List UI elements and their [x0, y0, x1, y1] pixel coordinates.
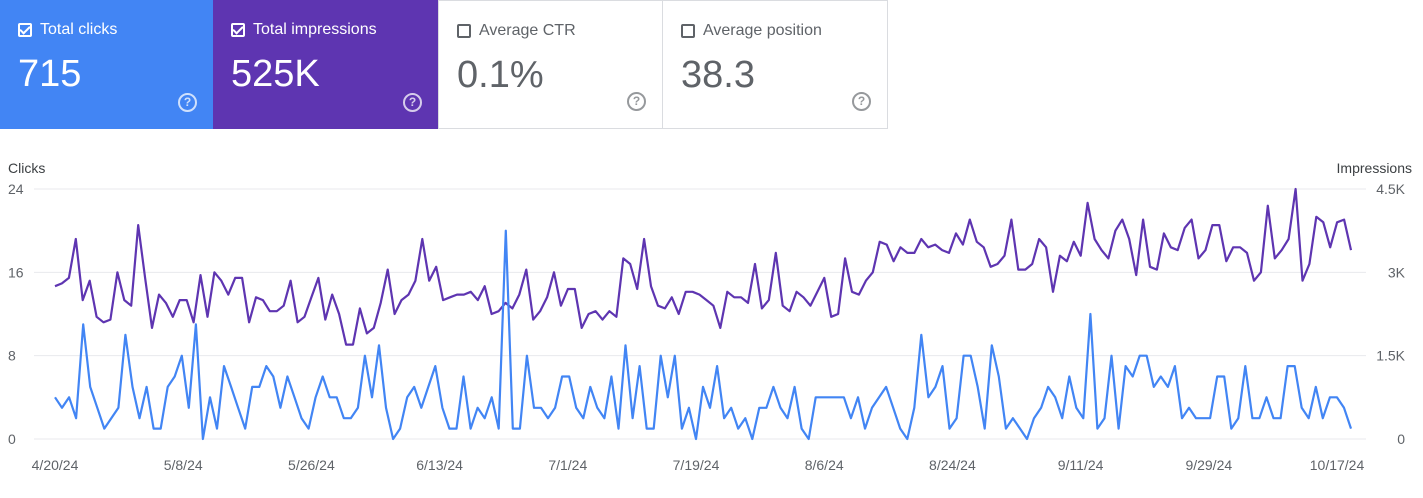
x-tick-label: 4/20/24	[32, 457, 79, 473]
x-tick-label: 9/29/24	[1185, 457, 1232, 473]
checkbox-checked-icon[interactable]	[231, 23, 245, 37]
x-tick-label: 5/8/24	[164, 457, 203, 473]
x-tick-label: 7/1/24	[548, 457, 587, 473]
clicks-series-line	[54, 229, 1353, 441]
right-axis-title: Impressions	[1337, 160, 1412, 176]
right-tick-label: 0	[1397, 431, 1405, 447]
help-icon[interactable]: ?	[178, 93, 197, 112]
average-ctr-card[interactable]: Average CTR 0.1% ?	[438, 0, 663, 129]
left-tick-label: 16	[8, 264, 24, 280]
card-label: Average CTR	[479, 22, 576, 39]
x-tick-label: 6/13/24	[416, 457, 463, 473]
chart-svg[interactable]: 24 16 8 0 4.5K 3K 1.5K 0 Clicks Impressions 4/20/2…	[0, 150, 1423, 493]
checkbox-unchecked-icon[interactable]	[681, 24, 695, 38]
right-tick-label: 3K	[1388, 264, 1406, 280]
card-label: Total clicks	[40, 21, 118, 38]
performance-chart[interactable]: 24 16 8 0 4.5K 3K 1.5K 0 Clicks Impressions 4/20/2…	[0, 150, 1423, 493]
total-impressions-toggle[interactable]: Total impressions	[231, 21, 377, 39]
checkbox-checked-icon[interactable]	[18, 23, 32, 37]
x-tick-label: 7/19/24	[673, 457, 720, 473]
x-tick-label: 9/11/24	[1058, 457, 1104, 473]
card-value: 525K	[231, 53, 320, 95]
x-tick-label: 10/17/24	[1310, 457, 1365, 473]
left-axis-title: Clicks	[8, 160, 45, 176]
left-tick-label: 24	[8, 181, 24, 197]
checkbox-unchecked-icon[interactable]	[457, 24, 471, 38]
total-clicks-card[interactable]: Total clicks 715 ?	[0, 0, 213, 129]
left-tick-label: 0	[8, 431, 16, 447]
card-value: 715	[18, 53, 82, 95]
card-value: 38.3	[681, 54, 755, 96]
average-position-toggle[interactable]: Average position	[681, 22, 822, 40]
x-tick-label: 8/6/24	[805, 457, 844, 473]
card-label: Total impressions	[253, 21, 377, 38]
card-value: 0.1%	[457, 54, 544, 96]
help-icon[interactable]: ?	[403, 93, 422, 112]
right-tick-label: 1.5K	[1376, 348, 1405, 364]
metric-cards: Total clicks 715 ? Total impressions 525…	[0, 0, 888, 129]
help-icon[interactable]: ?	[627, 92, 646, 111]
x-tick-label: 8/24/24	[929, 457, 976, 473]
total-impressions-card[interactable]: Total impressions 525K ?	[213, 0, 438, 129]
total-clicks-toggle[interactable]: Total clicks	[18, 21, 117, 39]
average-ctr-toggle[interactable]: Average CTR	[457, 22, 576, 40]
left-tick-label: 8	[8, 348, 16, 364]
impressions-series-line	[54, 187, 1353, 346]
average-position-card[interactable]: Average position 38.3 ?	[663, 0, 888, 129]
right-tick-label: 4.5K	[1376, 181, 1405, 197]
x-tick-label: 5/26/24	[288, 457, 335, 473]
card-label: Average position	[703, 22, 822, 39]
help-icon[interactable]: ?	[852, 92, 871, 111]
